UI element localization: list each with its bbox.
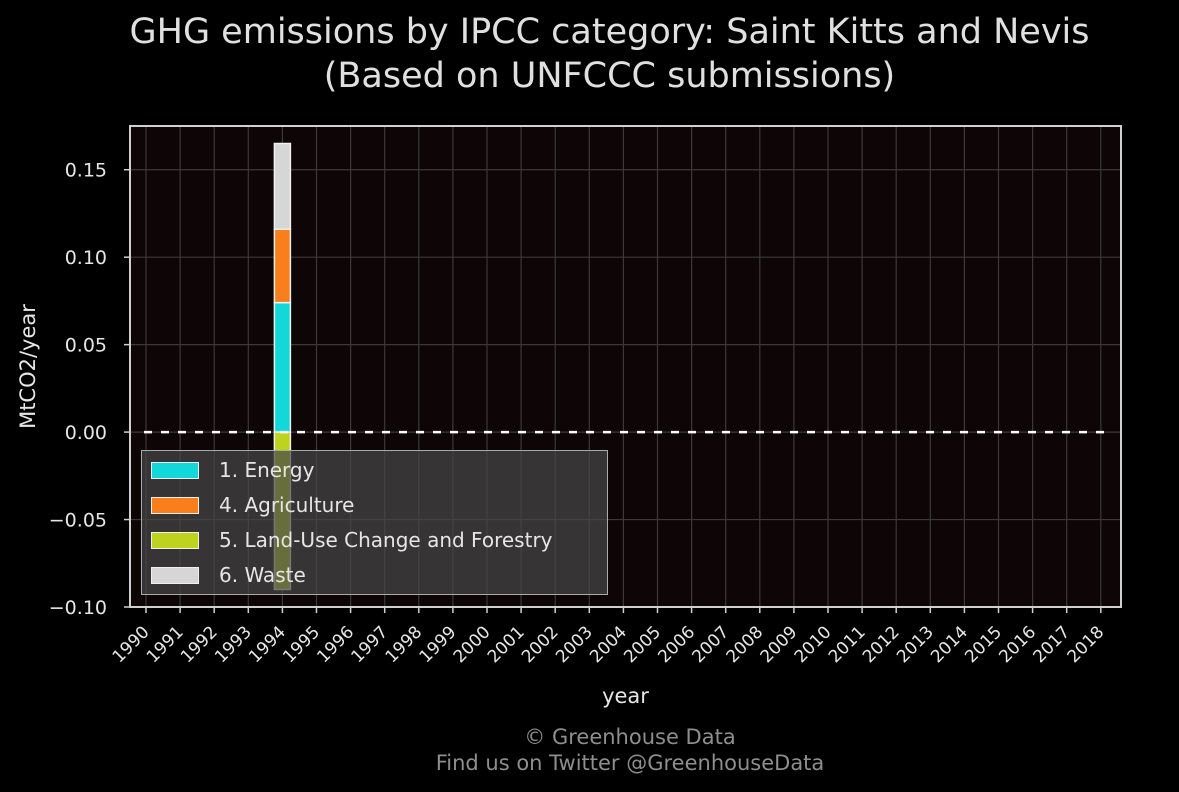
title-line-2: (Based on UNFCCC submissions) [323, 56, 896, 96]
credit-line-2: Find us on Twitter @GreenhouseData [435, 751, 825, 775]
x-tick-label: 1993 [211, 622, 256, 667]
legend-swatch [151, 461, 199, 479]
y-tick-label: 0.05 [65, 335, 107, 357]
legend-label: 4. Agriculture [219, 493, 355, 517]
x-tick-label: 2009 [757, 622, 802, 667]
legend-label: 6. Waste [219, 563, 306, 587]
bar-1994-series-1 [273, 228, 292, 304]
x-tick-label: 2007 [689, 622, 734, 667]
x-tick-label: 1995 [279, 622, 324, 667]
legend: 1. Energy 4. Agriculture 5. Land-Use Chang… [141, 450, 608, 595]
y-tick-label: 0.00 [65, 422, 107, 444]
bar-1994-series-0 [273, 301, 292, 433]
x-tick-label: 2003 [552, 622, 597, 667]
x-tick-label: 1994 [245, 622, 290, 667]
chart-title: GHG emissions by IPCC category: Saint Ki… [0, 10, 1179, 98]
y-tick-label: 0.10 [65, 247, 107, 269]
y-tick-label: 0.15 [65, 160, 107, 182]
x-tick-label: 2002 [518, 622, 563, 667]
x-tick-label: 2008 [723, 622, 768, 667]
x-tick-label: 2014 [927, 622, 972, 667]
legend-item: 6. Waste [151, 563, 306, 587]
legend-swatch [151, 531, 199, 549]
x-tick-label: 2015 [961, 622, 1006, 667]
legend-swatch [151, 566, 199, 584]
y-tick-label: −0.10 [49, 597, 107, 619]
x-tick-label: 2010 [791, 622, 836, 667]
x-tick-label: 2017 [1029, 622, 1074, 667]
x-tick-label: 2005 [620, 622, 665, 667]
x-tick-label: 2018 [1064, 622, 1109, 667]
credit-line-1: © Greenhouse Data [524, 725, 736, 749]
title-line-1: GHG emissions by IPCC category: Saint Ki… [129, 12, 1090, 52]
bar-1994-series-3 [273, 142, 292, 230]
legend-label: 1. Energy [219, 458, 315, 482]
x-axis-label: year [602, 684, 649, 708]
y-tick-label: −0.05 [49, 510, 107, 532]
plot-frame [129, 125, 1122, 608]
x-tick-label: 1990 [109, 622, 154, 667]
legend-item: 1. Energy [151, 458, 314, 482]
x-tick-label: 1996 [313, 622, 358, 667]
x-tick-label: 1997 [348, 622, 393, 667]
x-tick-label: 2016 [995, 622, 1040, 667]
y-axis-label: MtCO2/year [16, 304, 40, 429]
x-tick-label: 1991 [143, 622, 188, 667]
legend-label: 5. Land-Use Change and Forestry [219, 528, 553, 552]
x-tick-label: 2001 [484, 622, 529, 667]
credit: © Greenhouse Data Find us on Twitter @Gr… [330, 724, 930, 776]
x-tick-label: 1998 [382, 622, 427, 667]
x-tick-label: 2000 [450, 622, 495, 667]
x-tick-label: 2006 [654, 622, 699, 667]
legend-item: 4. Agriculture [151, 493, 354, 517]
x-tick-label: 2004 [586, 622, 631, 667]
x-tick-label: 1999 [416, 622, 461, 667]
legend-item: 5. Land-Use Change and Forestry [151, 528, 553, 552]
legend-swatch [151, 496, 199, 514]
x-tick-label: 2012 [859, 622, 904, 667]
x-tick-label: 2013 [893, 622, 938, 667]
x-tick-label: 2011 [825, 622, 870, 667]
x-tick-label: 1992 [177, 622, 222, 667]
